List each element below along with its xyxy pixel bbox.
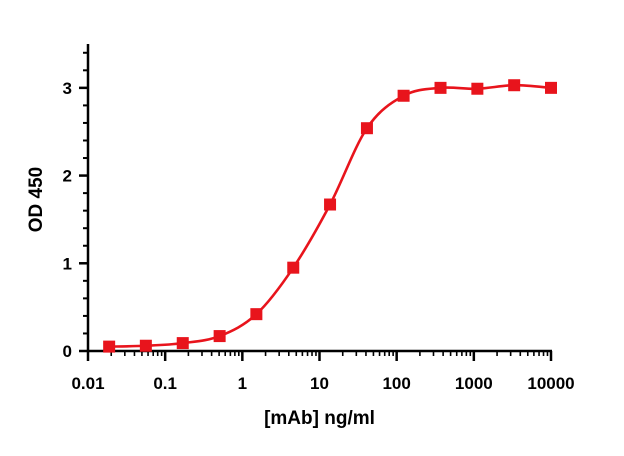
data-point bbox=[213, 330, 226, 343]
x-tick-label: 0.1 bbox=[153, 374, 177, 393]
series-layer bbox=[103, 79, 557, 353]
x-tick-label: 10000 bbox=[527, 374, 574, 393]
series-line bbox=[109, 83, 552, 348]
data-point bbox=[471, 82, 484, 95]
data-point bbox=[250, 308, 263, 321]
data-point bbox=[397, 89, 410, 102]
data-point bbox=[103, 340, 116, 353]
y-tick-label: 0 bbox=[63, 342, 72, 361]
x-tick-label: 0.01 bbox=[71, 374, 104, 393]
tick-labels: 0 1 2 3 0.01 0.1 1 10 100 1000 10000 bbox=[63, 79, 575, 393]
data-point bbox=[508, 79, 521, 92]
y-tick-label: 3 bbox=[63, 79, 72, 98]
x-tick-label: 100 bbox=[382, 374, 410, 393]
x-tick-label: 10 bbox=[310, 374, 329, 393]
x-tick-label: 1000 bbox=[455, 374, 493, 393]
data-point bbox=[176, 337, 189, 350]
data-point bbox=[324, 198, 337, 211]
data-point bbox=[139, 339, 152, 352]
y-axis-title: OD 450 bbox=[26, 167, 47, 232]
data-point bbox=[287, 261, 300, 274]
data-point bbox=[545, 81, 557, 94]
y-tick-label: 1 bbox=[63, 254, 72, 273]
x-axis-title: [mAb] ng/ml bbox=[264, 408, 375, 429]
data-point bbox=[434, 81, 447, 94]
x-tick-label: 1 bbox=[238, 374, 247, 393]
ticks bbox=[79, 51, 553, 361]
y-tick-label: 2 bbox=[63, 167, 72, 186]
data-point bbox=[360, 122, 373, 135]
